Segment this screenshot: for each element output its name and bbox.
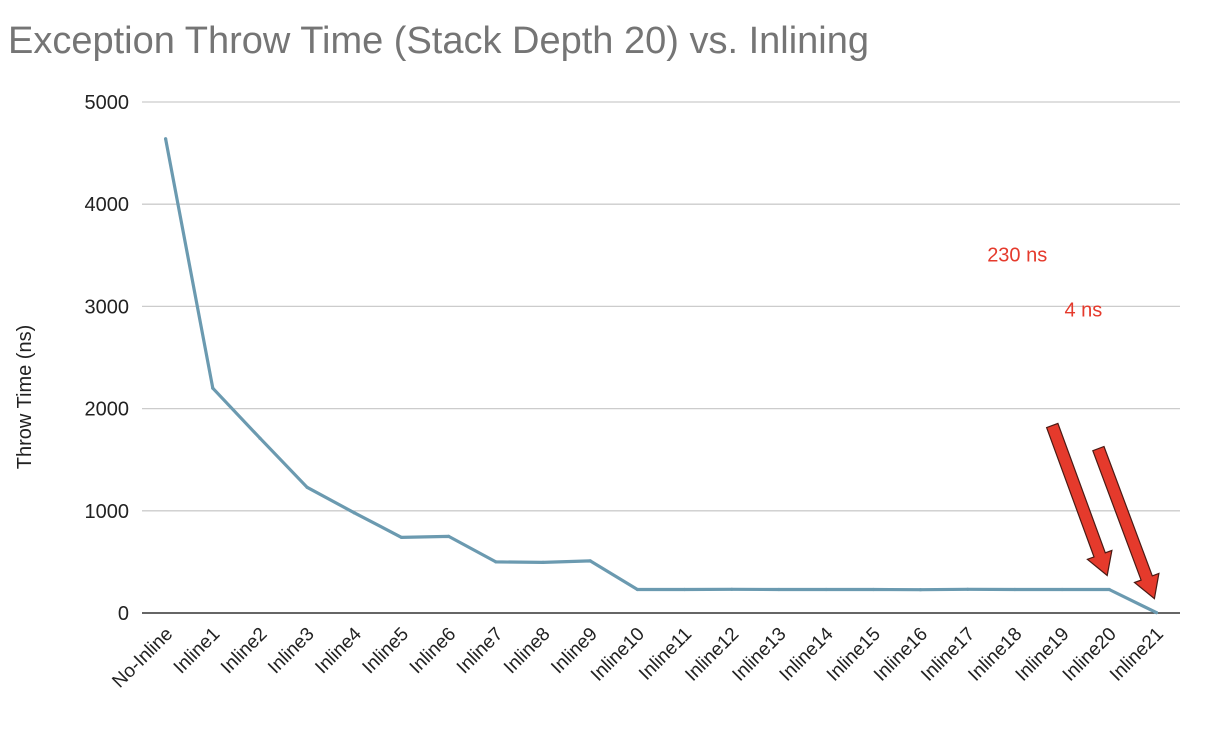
x-tick-label: Inline5 (359, 624, 413, 678)
gridlines (142, 101, 1180, 614)
chart-title: Exception Throw Time (Stack Depth 20) vs… (8, 20, 869, 62)
data-point (305, 485, 309, 489)
x-tick-label: Inline1 (170, 624, 224, 678)
y-tick-label: 3000 (85, 296, 130, 318)
data-point (1107, 587, 1111, 592)
y-tick-labels: 0 1000 2000 3000 4000 5000 (85, 92, 130, 625)
annotation-label: 230 ns (987, 244, 1047, 266)
data-point (730, 587, 734, 591)
annotation-label: 4 ns (1065, 300, 1103, 322)
y-tick-label: 2000 (85, 399, 130, 421)
x-tick-label: Inline4 (311, 623, 366, 678)
series-line (164, 137, 1159, 615)
y-axis-label: Throw Time (ns) (14, 325, 36, 469)
y-tick-label: 5000 (85, 92, 130, 114)
data-point (966, 587, 970, 591)
x-tick-label: Inline8 (500, 624, 554, 678)
y-tick-label: 0 (118, 603, 129, 625)
data-point (682, 587, 687, 592)
data-point (211, 386, 215, 390)
data-point (918, 588, 923, 592)
data-point (588, 559, 592, 563)
data-point (635, 587, 640, 592)
data-point (352, 511, 356, 515)
data-point (824, 587, 828, 592)
x-tick-label: Inline10 (587, 624, 649, 686)
data-point (777, 587, 781, 592)
data-point (1013, 587, 1017, 592)
data-point (541, 560, 545, 565)
series-layer (163, 137, 1159, 615)
y-tick-label: 1000 (85, 501, 130, 523)
x-tick-label: No-Inline (109, 624, 178, 693)
x-tick-label: Inline21 (1106, 624, 1168, 686)
annotation-arrow (1045, 422, 1113, 577)
x-tick-label: Inline2 (217, 624, 271, 678)
x-tick-labels: No-InlineInline1Inline2Inline3Inline4Inl… (109, 623, 1168, 692)
annotations: 230 ns 4 ns (987, 244, 1160, 600)
data-point (871, 587, 875, 592)
data-point (447, 534, 451, 538)
annotation-arrow (1092, 445, 1160, 600)
data-point (1060, 587, 1064, 592)
x-tick-label: Inline7 (453, 624, 507, 678)
data-point (163, 137, 168, 141)
x-tick-label: Inline3 (264, 624, 318, 678)
data-point (1154, 610, 1159, 615)
data-point (494, 560, 498, 564)
data-point (399, 535, 404, 539)
y-tick-label: 4000 (85, 194, 130, 216)
data-point (258, 436, 262, 440)
x-tick-label: Inline6 (406, 624, 460, 678)
